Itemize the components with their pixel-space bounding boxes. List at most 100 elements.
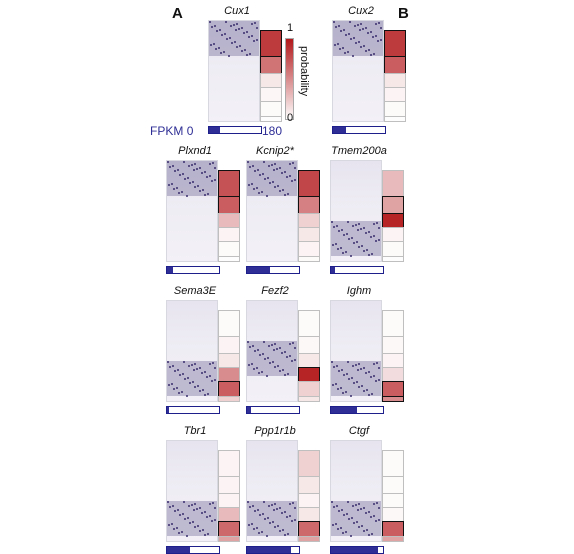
ish-image [330,300,382,402]
cell-speck [362,227,365,229]
cell-speck [361,245,363,247]
cell-speck [172,505,174,507]
cell-speck [210,380,213,382]
cell-speck [376,362,378,364]
cell-speck [209,363,211,365]
cell-speck [272,349,275,351]
cell-speck [349,395,352,397]
layer-heatmap [298,170,320,262]
cell-speck [294,507,296,509]
cell-speck [333,44,336,46]
cell-speck [246,54,248,56]
cell-speck [182,373,184,375]
cell-speck [177,509,179,511]
cell-speck [351,365,354,367]
cell-speck [374,35,377,37]
cell-speck [195,368,198,370]
cell-speck [214,48,217,50]
cell-speck [207,533,209,535]
cell-speck [224,21,227,23]
heat-cell [298,396,320,402]
cell-speck [331,501,333,503]
cell-speck [339,247,342,249]
legend-label: probability [298,46,310,97]
cell-speck [358,526,360,528]
cell-speck [331,221,333,223]
cell-speck [172,365,174,367]
cell-speck [170,523,173,525]
cell-speck [375,23,377,25]
cell-speck [289,503,291,505]
cell-speck [338,510,340,512]
cell-speck [262,173,264,175]
cell-speck [368,254,370,256]
cell-speck [290,360,293,362]
heat-cell [218,396,240,402]
cell-speck [197,525,199,527]
cell-speck [278,347,281,349]
cell-speck [357,223,360,225]
gene-label: Cux1 [224,5,250,17]
cell-speck [343,374,345,376]
cell-speck [199,530,201,532]
ish-image [166,300,218,402]
cell-speck [278,507,281,509]
cell-speck [370,54,372,56]
fpkm-bar-fill [247,547,292,553]
cell-speck [364,512,367,514]
cell-speck [202,389,204,391]
cell-speck [265,195,268,197]
cell-speck [364,232,367,234]
fpkm-bar [166,266,220,274]
gene-label: Plxnd1 [178,145,212,157]
cell-speck [360,46,362,48]
cell-speck [338,370,340,372]
cell-speck [368,49,370,51]
layer-heatmap [382,170,404,262]
cell-speck [192,509,195,511]
cell-speck [346,51,349,53]
cell-speck [195,168,198,170]
cell-speck [289,343,291,345]
cell-speck [284,534,286,536]
cell-speck [222,51,225,53]
ish-image [330,160,382,262]
cell-speck [273,343,276,345]
fpkm-bar-fill [167,547,191,553]
cell-speck [184,178,186,180]
cell-speck [366,249,368,251]
cell-speck [254,350,256,352]
cell-speck [365,50,367,52]
cell-speck [378,507,380,509]
cell-speck [194,526,196,528]
ish-image [208,20,260,122]
cell-speck [192,381,194,383]
heat-cell [298,450,320,478]
gene-label: Tmem200a [331,145,387,157]
stain-band [247,161,297,196]
cell-speck [348,238,350,240]
cell-speck [272,169,275,171]
cell-speck [242,32,245,34]
cell-speck [260,531,263,533]
cell-speck [170,383,173,385]
cell-speck [205,516,208,518]
stain-band [331,361,381,396]
cell-speck [240,27,243,29]
cell-speck [341,509,343,511]
cell-speck [282,189,284,191]
panel-label-b: B [398,5,409,22]
cell-speck [187,165,190,167]
cell-speck [353,25,356,27]
cell-speck [273,503,276,505]
cell-speck [169,166,171,168]
cell-speck [289,163,291,165]
cell-speck [363,250,365,252]
cell-speck [359,508,362,510]
cell-speck [214,507,216,509]
cell-speck [259,174,261,176]
cell-speck [341,47,344,49]
cell-speck [185,535,188,537]
cell-speck [260,371,263,373]
cell-speck [373,363,375,365]
